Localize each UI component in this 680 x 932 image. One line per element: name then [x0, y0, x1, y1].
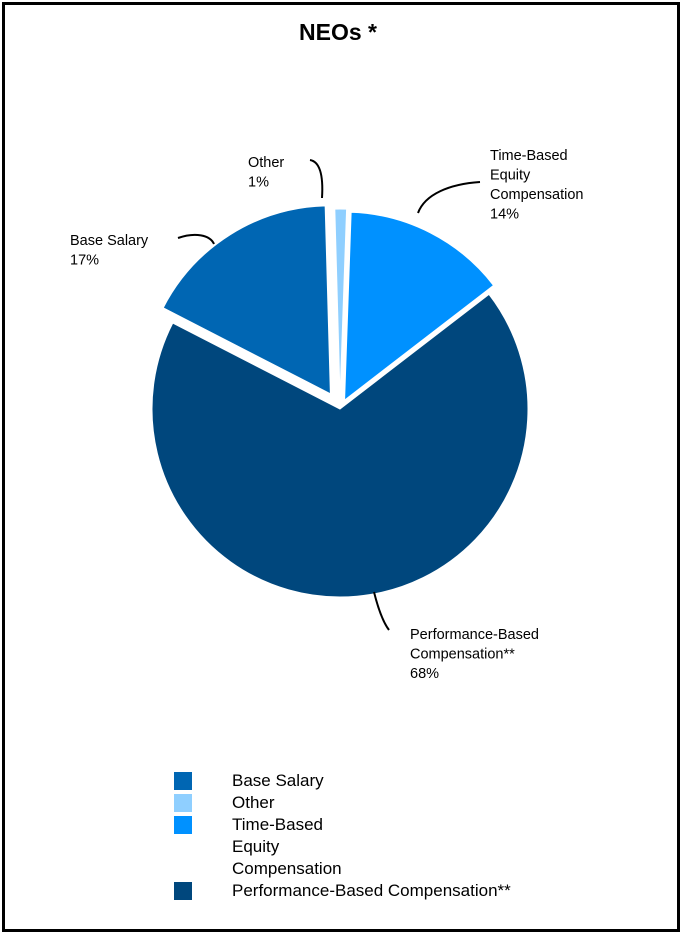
legend-label-performance: Performance-Based Compensation**: [232, 881, 511, 900]
leader-line-performance: [373, 591, 390, 631]
pie-slice-performance: [151, 293, 529, 598]
legend-item-time-based: Time-Based Equity Compensation: [174, 814, 594, 880]
legend-item-other: Other: [174, 792, 594, 814]
slice-label-performance: Performance-Based Compensation** 68%: [410, 627, 539, 682]
legend-label-base-salary: Base Salary: [232, 771, 324, 790]
legend-item-base-salary: Base Salary: [174, 770, 594, 792]
slice-label-other: Other 1%: [248, 155, 284, 191]
chart-title: NEOs *: [299, 19, 377, 45]
leader-line-base-salary: [177, 233, 215, 245]
legend-label-other: Other: [232, 793, 275, 812]
legend-swatch-performance: [174, 882, 192, 900]
leader-line-time-based: [417, 181, 481, 214]
legend-swatch-other: [174, 794, 192, 812]
pie-slice-base-salary: [162, 205, 331, 395]
pie-slices: [151, 205, 529, 598]
leader-lines: [177, 159, 481, 631]
pie-slice-time-based: [344, 211, 495, 402]
slice-labels: Time-Based Equity Compensation 14% Performan…: [70, 148, 584, 682]
pie-slice-other: [334, 208, 348, 398]
legend: Base Salary Other Time-Based Equity Comp…: [174, 770, 594, 902]
slice-label-base-salary: Base Salary 17%: [70, 233, 149, 269]
legend-item-performance: Performance-Based Compensation**: [174, 880, 594, 902]
legend-swatch-time-based: [174, 816, 192, 834]
slice-label-time-based: Time-Based Equity Compensation 14%: [490, 148, 584, 223]
legend-label-time-based: Time-Based Equity Compensation: [232, 815, 342, 878]
legend-swatch-base-salary: [174, 772, 192, 790]
leader-line-other: [309, 159, 324, 199]
